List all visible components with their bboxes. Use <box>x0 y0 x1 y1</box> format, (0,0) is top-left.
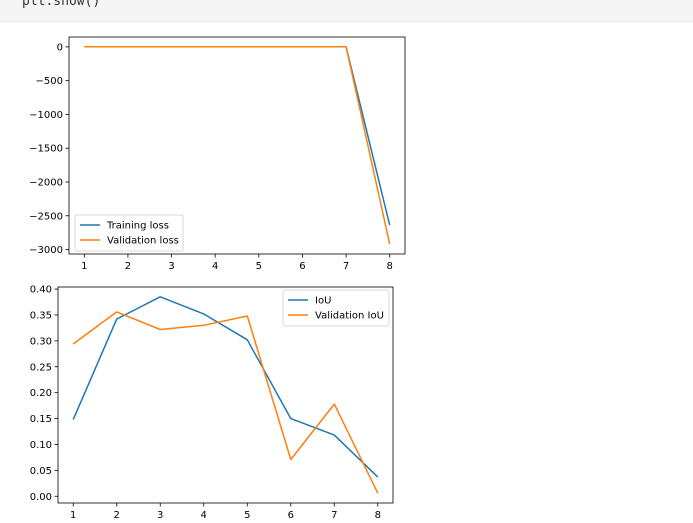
x-tick-label: 5 <box>256 261 262 272</box>
y-tick-label: 0.15 <box>30 414 52 425</box>
legend-label: Validation IoU <box>315 311 384 322</box>
x-tick-label: 3 <box>168 261 174 272</box>
x-tick-label: 7 <box>331 510 337 521</box>
code-line: plt.show() <box>22 0 101 9</box>
y-tick-label: −2000 <box>29 177 63 188</box>
x-tick-label: 6 <box>288 510 294 521</box>
legend-label: Validation loss <box>107 236 179 247</box>
legend-label: IoU <box>315 296 331 307</box>
x-tick-label: 2 <box>125 261 131 272</box>
x-tick-label: 4 <box>201 510 207 521</box>
chart-1: 1 2 3 4 5 6 7 8 0 −500 −1000 −1500 −2000 −2500 −3000 Tr… <box>29 36 406 272</box>
cell-output: 1 2 3 4 5 6 7 8 0 −500 −1000 −1500 −2000 −2500 −3000 Tr… <box>0 22 693 523</box>
legend-label: Training loss <box>106 221 169 232</box>
y-tick-label: −2500 <box>29 211 63 222</box>
legend-box <box>74 214 184 252</box>
x-tick-label: 3 <box>157 510 163 521</box>
x-tick-label: 8 <box>375 510 381 521</box>
x-tick-label: 5 <box>244 510 250 521</box>
y-tick-label: 0.20 <box>30 388 52 399</box>
legend: Training loss Validation loss <box>74 214 184 252</box>
legend: IoU Validation IoU <box>282 289 390 327</box>
x-tick-label: 8 <box>387 261 393 272</box>
x-tick-label: 6 <box>299 261 305 272</box>
plot-frame <box>57 286 394 504</box>
chart-2: 1 2 3 4 5 6 7 8 0.00 0.05 0.10 0.15 0.20 0.25 0.30 0.35… <box>30 285 394 521</box>
x-tick-label: 7 <box>343 261 349 272</box>
series-line-2 <box>72 311 379 494</box>
output-plots: 1 2 3 4 5 6 7 8 0 −500 −1000 −1500 −2000 −2500 −3000 Tr… <box>29 36 406 521</box>
y-tick-label: 0.00 <box>30 492 52 503</box>
legend-box <box>282 289 390 327</box>
y-tick-label: −1000 <box>29 110 63 121</box>
series-line-1 <box>84 45 391 226</box>
y-tick-label: −500 <box>36 76 63 87</box>
y-tick-label: 0.35 <box>30 310 52 321</box>
y-tick-label: 0.40 <box>30 285 52 296</box>
x-tick-label: 1 <box>70 510 76 521</box>
plot-frame <box>68 36 406 255</box>
code-cell[interactable]: plt.show() <box>0 0 693 22</box>
y-tick-label: 0.30 <box>30 336 52 347</box>
y-tick-label: −3000 <box>29 245 63 256</box>
y-tick-label: −1500 <box>29 144 63 155</box>
series-line-2 <box>84 45 391 245</box>
x-tick-label: 1 <box>81 261 87 272</box>
x-tick-label: 4 <box>212 261 218 272</box>
x-tick-label: 2 <box>114 510 120 521</box>
y-tick-label: 0.25 <box>30 362 52 373</box>
y-tick-label: 0.05 <box>30 466 52 477</box>
y-tick-label: 0 <box>57 42 63 53</box>
y-tick-label: 0.10 <box>30 440 52 451</box>
